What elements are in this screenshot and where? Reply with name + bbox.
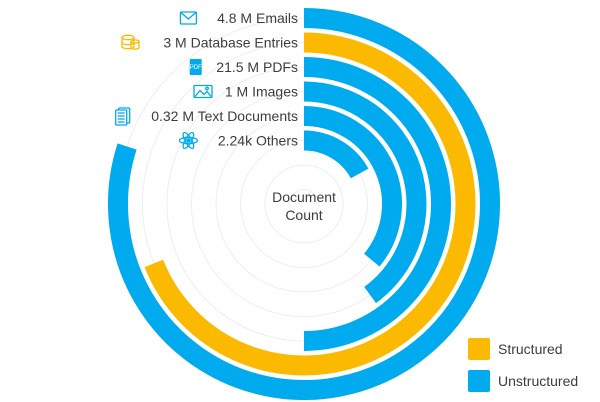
ring-arc-others[interactable]: [303, 130, 369, 179]
legend-item-structured[interactable]: Structured: [468, 338, 578, 360]
ring-arc-emails[interactable]: [108, 8, 500, 400]
image-icon: [193, 84, 213, 99]
ring-label-others: 2.24k Others: [218, 133, 298, 149]
legend-label-structured: Structured: [498, 341, 563, 357]
ring-label-text-documents: 0.32 M Text Documents: [151, 108, 298, 124]
legend-swatch-unstructured: [468, 370, 490, 392]
database-icon: [121, 34, 140, 50]
ring-label-emails: 4.8 M Emails: [217, 10, 298, 26]
ring-label-pdfs: 21.5 M PDFs: [216, 59, 298, 75]
ring-arc-pdfs[interactable]: [303, 57, 451, 351]
ring-arc-images[interactable]: [303, 81, 427, 304]
legend-swatch-structured: [468, 338, 490, 360]
ring-arc-text-documents[interactable]: [303, 106, 402, 267]
ring-icons: PDF: [115, 11, 213, 150]
ring-label-database-entries: 3 M Database Entries: [163, 35, 298, 51]
legend-label-unstructured: Unstructured: [498, 373, 579, 389]
pdf-file-icon: PDF: [189, 59, 202, 75]
center-label-line1: Document: [272, 189, 336, 205]
ring-arcs: [108, 8, 500, 400]
ring-label-images: 1 M Images: [225, 84, 298, 100]
svg-text:PDF: PDF: [190, 65, 202, 71]
center-label-line2: Count: [285, 207, 322, 223]
envelope-icon: [179, 11, 198, 25]
legend: Structured Unstructured: [468, 338, 578, 402]
ring-arc-database-entries[interactable]: [144, 32, 476, 376]
text-document-icon: [115, 107, 131, 126]
atom-icon: [178, 131, 199, 150]
ring-labels: 4.8 M Emails 3 M Database Entries 21.5 M P…: [151, 10, 298, 149]
legend-item-unstructured[interactable]: Unstructured: [468, 370, 578, 392]
